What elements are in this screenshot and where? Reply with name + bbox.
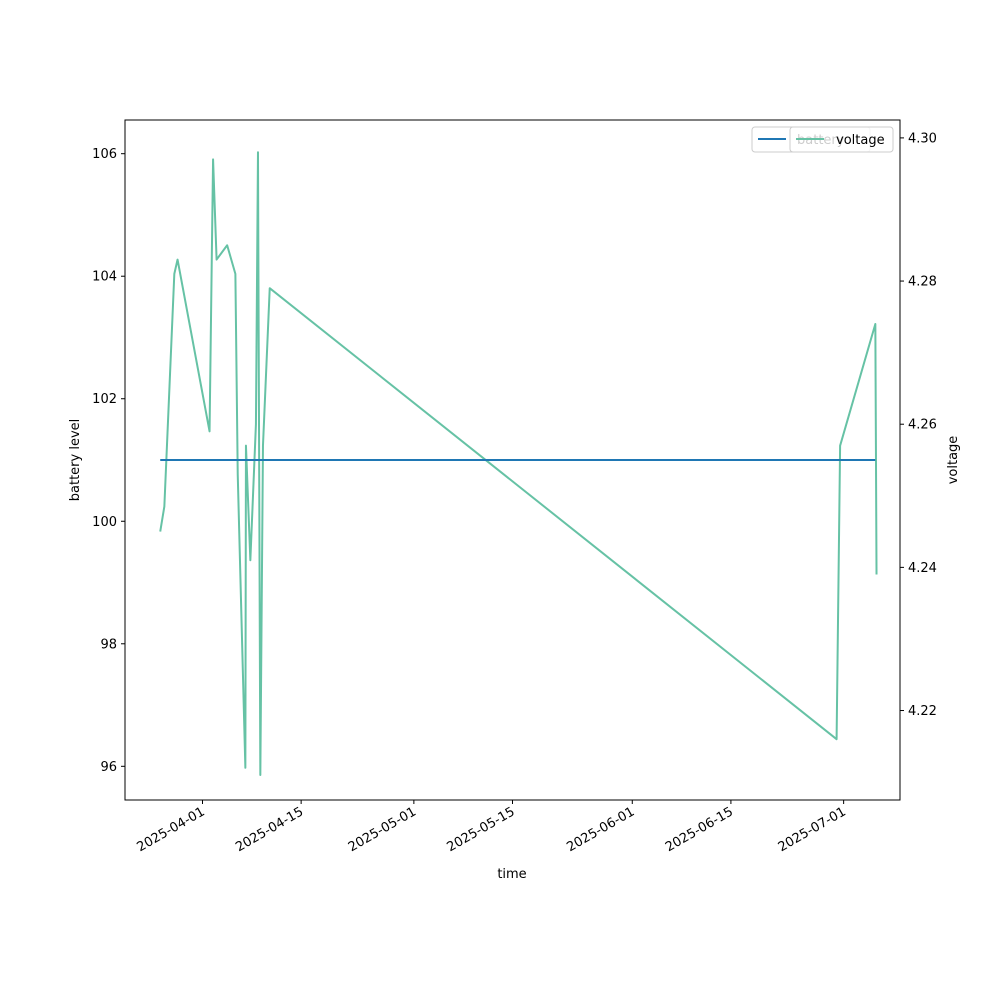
y-axis-left: 96 98 100 102 104 106	[92, 147, 125, 775]
y-right-tick-label: 4.28	[908, 275, 937, 290]
y-right-tick-label: 4.24	[908, 561, 937, 576]
series-line-voltage	[159, 151, 878, 776]
y-right-tick-label: 4.22	[908, 704, 937, 719]
y-left-tick-label: 104	[92, 270, 117, 285]
y-left-tick-label: 102	[92, 392, 117, 407]
y-left-tick-label: 98	[100, 637, 117, 652]
y-right-tick-label: 4.26	[908, 418, 937, 433]
legend-voltage-box	[789, 126, 894, 153]
y-axis-right-label: voltage	[946, 436, 961, 485]
legend-voltage-label: voltage	[836, 133, 885, 148]
y-left-tick-label: 100	[92, 515, 117, 530]
y-right-tick-label: 4.30	[908, 131, 937, 146]
y-left-tick-label: 106	[92, 147, 117, 162]
y-axis-left-label: battery level	[68, 419, 83, 502]
y-axis-right: 4.22 4.24 4.26 4.28 4.30	[900, 131, 937, 719]
y-left-tick-label: 96	[100, 760, 117, 775]
x-axis-label: time	[497, 867, 526, 882]
series-layer	[159, 151, 878, 776]
legend-voltage: voltage	[789, 126, 894, 153]
